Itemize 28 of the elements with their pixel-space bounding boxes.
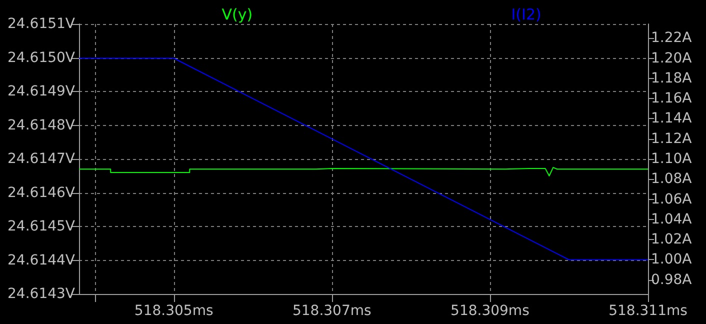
x-tick-label: 518.309ms — [450, 303, 530, 319]
y-tick-label: 24.6150V — [8, 50, 76, 66]
y2-tick-label: 1.20A — [651, 50, 692, 66]
y-tick-label: 24.6145V — [8, 218, 76, 234]
x-tick-label: 518.307ms — [292, 303, 372, 319]
y2-tick-label: 1.08A — [651, 171, 692, 188]
y2-tick-label: 1.16A — [651, 90, 692, 107]
x-tick-label: 518.305ms — [134, 303, 214, 319]
y-tick-label: 24.6149V — [8, 84, 76, 100]
text: V(y) — [222, 6, 253, 24]
y-tick-label: 24.6143V — [8, 286, 76, 302]
y2-tick-label: 1.10A — [651, 151, 692, 167]
y-tick-label: 24.6148V — [8, 117, 76, 134]
text: I(I2) — [511, 6, 542, 24]
x-tick-label: 518.311ms — [608, 303, 688, 319]
y-tick-label: 24.6146V — [8, 184, 76, 201]
y2-tick-label: 1.04A — [651, 211, 692, 228]
y2-tick-label: 1.22A — [651, 30, 692, 46]
y2-tick-label: 1.00A — [651, 252, 692, 268]
y2-tick-label: 1.12A — [651, 130, 692, 147]
y2-tick-label: 1.18A — [651, 70, 692, 86]
y2-tick-label: 1.14A — [651, 110, 692, 127]
y2-tick-label: 1.06A — [651, 191, 692, 208]
y-tick-label: 24.6147V — [8, 151, 76, 167]
y-tick-label: 24.6151V — [8, 16, 76, 32]
y2-tick-label: 1.02A — [651, 232, 692, 248]
y-tick-label: 24.6144V — [8, 252, 76, 268]
y2-tick-label: 0.98A — [651, 272, 692, 288]
